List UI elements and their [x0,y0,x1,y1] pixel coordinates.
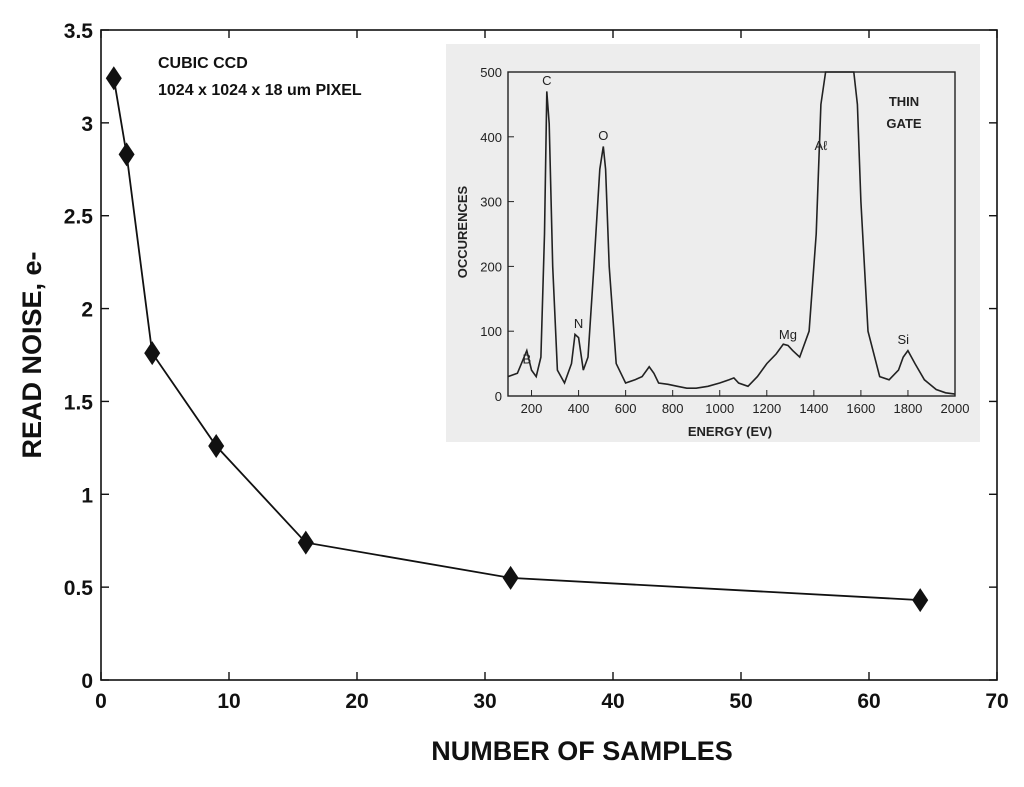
inset-x-tick-label: 2000 [941,401,970,416]
inset-axes [507,71,956,397]
inset-x-tick-label: 1000 [705,401,734,416]
inset-x-tick-label: 1800 [893,401,922,416]
inset-spectrum-line [507,71,956,395]
y-tick-label: 1.5 [64,391,94,414]
ccd-note-line-2: 1024 x 1024 x 18 um PIXEL [158,82,362,99]
inset-x-tick-label: 600 [615,401,637,416]
data-point-marker [912,588,929,613]
plot-frame [100,29,998,681]
inset-y-axis-title: OCCURENCES [455,185,470,278]
inset-peak-label: B [522,352,531,367]
data-point-marker [118,142,135,167]
inset-peak-labels: B C N O Mg Aℓ Si [522,73,909,367]
inset-label-line-1: THIN [889,94,919,109]
inset-label-line-2: GATE [886,116,921,131]
x-tick-label: 60 [857,690,880,713]
inset-x-tick-label: 1200 [752,401,781,416]
inset-x-tick-label: 1400 [799,401,828,416]
x-tick-label: 70 [985,690,1008,713]
y-tick-label: 0.5 [64,577,94,600]
inset-peak-label: N [574,316,583,331]
inset-y-tick-label: 200 [480,259,502,274]
inset-y-tick-labels: 0 100 200 300 400 500 [480,65,502,404]
inset-y-tick-label: 100 [480,324,502,339]
ccd-note-line-1: CUBIC CCD [158,55,248,72]
data-point-marker [208,434,225,458]
read-noise-markers [105,66,929,613]
inset-x-axis-title: ENERGY (EV) [688,424,772,439]
x-tick-label: 50 [729,690,752,713]
main-axes [100,29,998,681]
inset-y-tick-label: 0 [495,389,502,404]
inset-peak-label: Si [897,332,909,347]
data-point-marker [502,565,519,590]
y-tick-label: 3 [81,113,93,136]
inset-x-tick-label: 800 [662,401,684,416]
y-axis-title: READ NOISE, e- [17,251,47,458]
y-tick-label: 2 [81,299,93,322]
inset-peak-label: C [542,73,551,88]
x-tick-label: 20 [345,690,368,713]
inset-x-tick-label: 400 [568,401,590,416]
x-tick-labels: 0 10 20 30 40 50 60 70 [95,690,1009,713]
y-tick-label: 1 [81,484,93,507]
y-tick-label: 0 [81,670,93,693]
y-tick-label: 3.5 [64,20,94,43]
data-point-marker [105,66,122,91]
inset-spectrum: 200 400 600 800 1000 1200 1400 1600 1800 2000 0 10… [446,44,980,442]
x-tick-label: 40 [601,690,624,713]
x-axis-title: NUMBER OF SAMPLES [431,736,733,766]
inset-x-tick-labels: 200 400 600 800 1000 1200 1400 1600 1800 2000 [521,401,970,416]
data-point-marker [144,341,161,366]
inset-peak-label: Aℓ [814,138,828,153]
y-tick-label: 2.5 [64,206,94,229]
inset-y-tick-label: 500 [480,65,502,80]
inset-x-tick-label: 200 [521,401,543,416]
x-tick-label: 30 [473,690,496,713]
x-tick-label: 10 [217,690,240,713]
data-point-marker [297,530,314,555]
x-tick-label: 0 [95,690,107,713]
inset-y-tick-label: 400 [480,130,502,145]
inset-y-tick-label: 300 [480,195,502,210]
y-tick-labels: 0 0.5 1 1.5 2 2.5 3 3.5 [64,20,94,693]
inset-peak-label: Mg [779,327,797,342]
inset-peak-label: O [598,128,608,143]
inset-frame [507,71,956,397]
inset-x-tick-label: 1600 [846,401,875,416]
